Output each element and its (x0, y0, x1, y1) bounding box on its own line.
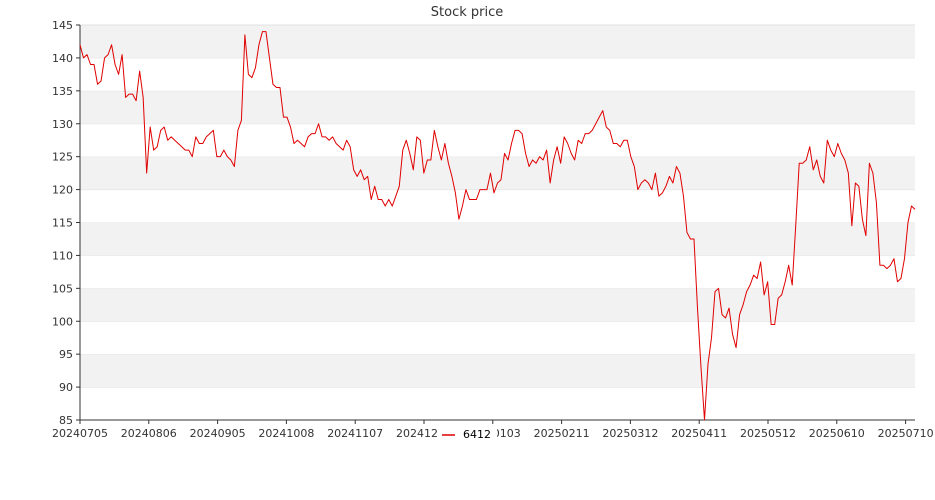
y-tick-label: 130 (52, 118, 73, 131)
y-tick-label: 115 (52, 217, 73, 230)
x-tick-label: 20250512 (740, 427, 796, 440)
y-tick-label: 140 (52, 52, 73, 65)
grid-band (80, 156, 915, 190)
y-tick-label: 105 (52, 282, 73, 295)
legend: 6412 (437, 425, 497, 443)
y-tick-label: 120 (52, 184, 73, 197)
grid-band (80, 189, 915, 223)
grid-band (80, 222, 915, 256)
chart-title: Stock price (431, 5, 503, 20)
x-tick-label: 20250411 (671, 427, 727, 440)
grid-band (80, 354, 915, 388)
grid-band (80, 387, 915, 420)
x-tick-label: 20241107 (327, 427, 383, 440)
grid-band (80, 25, 915, 58)
y-tick-label: 145 (52, 19, 73, 32)
y-tick-label: 85 (59, 414, 73, 427)
grid-band (80, 321, 915, 355)
x-tick-label: 20240705 (52, 427, 108, 440)
series-lines (79, 31, 916, 421)
grid-bands (80, 24, 915, 420)
y-tick-label: 125 (52, 151, 73, 164)
x-tick-label: 20240905 (190, 427, 246, 440)
x-tick-label: 20250610 (809, 427, 865, 440)
x-tick-label: 20241008 (258, 427, 314, 440)
x-tick-label: 20250710 (878, 427, 934, 440)
legend-label-6412: 6412 (463, 428, 491, 441)
y-tick-label: 95 (59, 348, 73, 361)
x-axis-ticks: 20240705 20240806 20240905 20241008 20241107… (52, 420, 934, 440)
legend-background (437, 425, 497, 443)
grid-band (80, 123, 915, 157)
x-tick-label: 20240806 (121, 427, 177, 440)
series-line-6412 (79, 31, 916, 421)
grid-band (80, 255, 915, 289)
y-tick-label: 90 (59, 381, 73, 394)
y-tick-label: 100 (52, 315, 73, 328)
x-tick-label: 20250312 (602, 427, 658, 440)
y-tick-label: 110 (52, 249, 73, 262)
y-tick-label: 135 (52, 85, 73, 98)
grid-band (80, 90, 915, 124)
x-tick-label: 20250211 (534, 427, 590, 440)
y-axis-ticks: 85 90 95 100 105 110 115 120 125 130 135 140 145 (52, 19, 80, 427)
grid-band (80, 57, 915, 91)
grid-band (80, 288, 915, 322)
